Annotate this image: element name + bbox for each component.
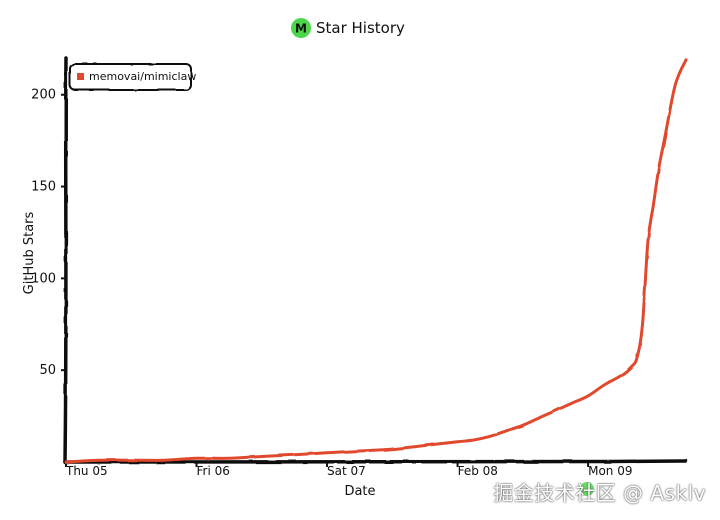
x-tick-label: Feb 08 xyxy=(458,464,498,478)
x-tick-label: Sat 07 xyxy=(327,464,366,478)
legend-label: memovai/mimiclaw xyxy=(89,70,196,83)
legend-box xyxy=(69,63,192,91)
watermark: 掘金技术社区 @ Asklv xyxy=(493,481,706,505)
y-axis-line xyxy=(63,56,68,464)
y-tick-label: 50 xyxy=(39,363,56,378)
y-tick-label: 100 xyxy=(31,271,56,286)
x-tick-label: Mon 09 xyxy=(588,464,632,478)
logo-icon xyxy=(291,18,311,38)
y-tick-label: 200 xyxy=(31,88,56,103)
chart-title-group: M Star History xyxy=(291,18,405,38)
series-line-memovai-mimiclaw xyxy=(64,58,688,464)
axes xyxy=(63,56,688,464)
footer-logo-icon xyxy=(580,482,594,496)
logo-letter: M xyxy=(295,22,307,36)
x-tick-label: Fri 06 xyxy=(197,464,230,478)
y-axis-label: GitHub Stars xyxy=(22,211,37,294)
series-layer xyxy=(64,58,688,464)
x-axis-label: Date xyxy=(344,484,375,499)
y-ticks: 50 100 150 200 xyxy=(31,88,66,378)
y-tick-label: 150 xyxy=(31,180,56,195)
legend: memovai/mimiclaw xyxy=(69,63,196,91)
x-ticks: Thu 05 Fri 06 Sat 07 Feb 08 Mon 09 xyxy=(65,462,632,478)
legend-swatch xyxy=(77,73,84,80)
chart-title: Star History xyxy=(316,19,405,37)
x-tick-label: Thu 05 xyxy=(65,464,108,478)
